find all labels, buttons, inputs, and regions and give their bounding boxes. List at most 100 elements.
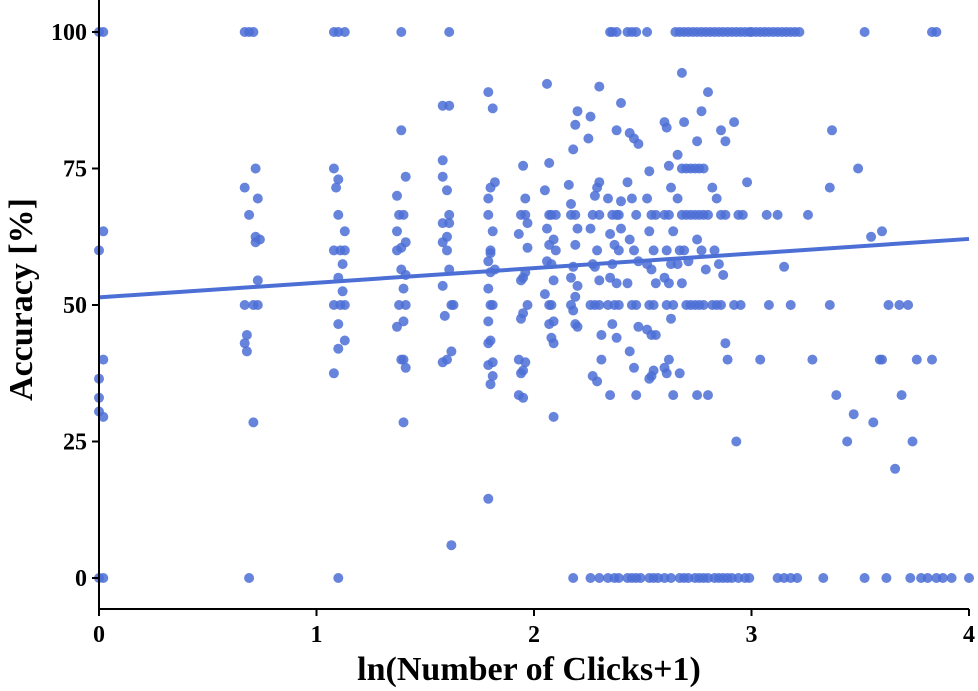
- data-point: [622, 177, 633, 188]
- data-point: [396, 27, 407, 37]
- data-point: [666, 182, 676, 193]
- data-point: [713, 259, 724, 270]
- data-point: [483, 193, 494, 204]
- data-point: [703, 87, 713, 98]
- data-point: [520, 357, 531, 368]
- x-tick-label: 1: [311, 622, 323, 648]
- data-point: [483, 87, 494, 98]
- data-point: [594, 573, 605, 583]
- data-point: [707, 182, 718, 193]
- data-point: [539, 185, 550, 196]
- data-point: [520, 209, 531, 220]
- data-point: [98, 354, 109, 365]
- data-point: [98, 226, 109, 237]
- data-point: [398, 354, 409, 365]
- data-point: [250, 163, 261, 174]
- ticks-layer: 0 1 2 3 4 0 25 50 75 100: [51, 20, 975, 648]
- data-point: [692, 136, 703, 147]
- data-point: [831, 390, 842, 401]
- data-point: [716, 125, 726, 136]
- data-point: [668, 226, 679, 237]
- data-point: [487, 371, 498, 381]
- y-tick-label: 100: [51, 20, 87, 46]
- x-axis-title: ln(Number of Clicks+1): [357, 651, 701, 688]
- data-point: [672, 259, 683, 270]
- data-point: [650, 278, 661, 289]
- data-point: [622, 278, 633, 289]
- data-point: [742, 177, 753, 188]
- data-point: [633, 321, 644, 332]
- data-point: [692, 234, 703, 245]
- data-point: [611, 332, 622, 343]
- data-point: [866, 231, 877, 242]
- data-point: [522, 242, 533, 253]
- data-point: [644, 226, 655, 237]
- data-point: [946, 573, 957, 583]
- data-point: [568, 144, 579, 155]
- data-point: [539, 289, 550, 300]
- data-point: [518, 392, 529, 403]
- data-point: [859, 573, 870, 583]
- data-point: [239, 182, 250, 193]
- data-point: [439, 310, 450, 321]
- data-point: [392, 321, 402, 332]
- data-point: [613, 209, 624, 220]
- data-point: [661, 300, 672, 310]
- data-point: [613, 573, 624, 583]
- data-point: [631, 390, 642, 401]
- data-point: [337, 286, 348, 297]
- data-point: [668, 390, 679, 401]
- data-point: [333, 209, 344, 220]
- data-point: [241, 346, 252, 357]
- data-point: [392, 226, 402, 237]
- data-point: [896, 390, 907, 401]
- data-point: [398, 417, 409, 428]
- data-point: [731, 436, 742, 447]
- data-point: [674, 573, 685, 583]
- data-point: [716, 300, 726, 310]
- data-point: [400, 171, 411, 182]
- data-point: [483, 316, 494, 327]
- data-point: [785, 300, 796, 310]
- data-point: [663, 209, 674, 220]
- data-point: [328, 368, 339, 379]
- data-point: [616, 223, 626, 234]
- data-point: [333, 573, 344, 583]
- data-point: [624, 234, 635, 245]
- data-point: [520, 193, 531, 204]
- data-point: [252, 193, 263, 204]
- data-point: [605, 390, 616, 401]
- data-point: [722, 354, 733, 365]
- data-point: [672, 193, 683, 204]
- data-point: [398, 209, 409, 220]
- data-point: [890, 463, 901, 474]
- data-point: [824, 182, 835, 193]
- data-point: [633, 138, 644, 149]
- data-point: [772, 209, 783, 220]
- data-point: [400, 300, 411, 310]
- data-point: [729, 117, 740, 128]
- data-point: [548, 338, 559, 349]
- data-point: [437, 280, 448, 291]
- data-point: [572, 106, 583, 117]
- data-point: [911, 354, 922, 365]
- y-tick-label: 75: [63, 157, 87, 183]
- data-point: [635, 573, 646, 583]
- data-point: [333, 319, 344, 330]
- data-point: [803, 209, 813, 220]
- data-point: [650, 209, 661, 220]
- data-point: [572, 223, 583, 234]
- data-point: [644, 373, 655, 384]
- data-point: [824, 300, 835, 310]
- trend-line: [98, 236, 970, 300]
- data-point: [566, 272, 576, 283]
- data-point: [518, 160, 529, 171]
- data-point: [239, 338, 250, 349]
- data-point: [594, 300, 605, 310]
- data-point: [877, 354, 887, 365]
- data-point: [607, 319, 618, 330]
- data-point: [548, 411, 559, 422]
- data-point: [616, 196, 626, 207]
- data-point: [585, 573, 596, 583]
- data-point: [437, 357, 448, 368]
